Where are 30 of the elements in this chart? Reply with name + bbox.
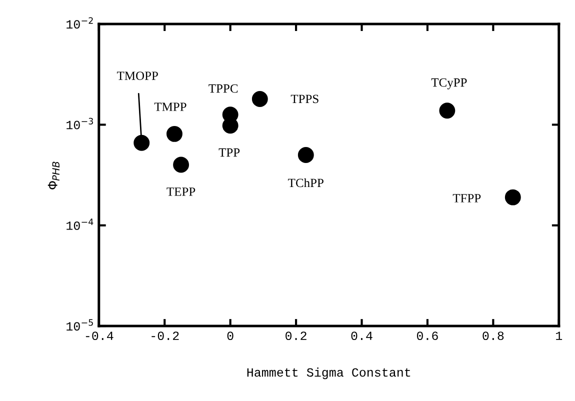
x-tick-label: -0.4 [86, 332, 114, 340]
x-tick-label: 0.4 [351, 332, 372, 340]
y-tick-label: 10$^{−4}$ [66, 218, 94, 230]
x-axis-title: Hammett Sigma Constant [247, 368, 410, 380]
annotation: TMPP [154, 102, 186, 111]
annotation: TChPP [288, 178, 324, 188]
point [298, 147, 314, 163]
point [504, 189, 521, 206]
y-axis-title: Φ$_{PHB}$ [48, 162, 60, 190]
annotation: TMOPP [117, 72, 158, 80]
point [134, 134, 150, 151]
x-tick-label: 0.2 [286, 332, 306, 340]
annotation: TFPP [452, 194, 481, 202]
x-tick-label: 1 [556, 332, 562, 340]
point [252, 91, 268, 107]
x-tick-label: -0.2 [152, 332, 179, 340]
annotation: TPPC [208, 84, 238, 93]
point [439, 102, 456, 119]
x-tick-label: 0.8 [482, 332, 504, 340]
annotation: TEPP [166, 188, 196, 196]
y-tick-label: 10$^{−2}$ [66, 17, 93, 29]
y-tick-label: 10$^{−5}$ [66, 319, 93, 331]
annotation: TPP [218, 148, 240, 157]
point [166, 126, 182, 142]
annotation: TCyPP [431, 78, 467, 90]
x-tick-label: 0.6 [416, 332, 438, 340]
annotation: TPPS [290, 94, 318, 104]
x-tick-label: 0 [227, 332, 234, 340]
y-tick-label: 10$^{−3}$ [66, 118, 93, 130]
point [173, 156, 190, 173]
